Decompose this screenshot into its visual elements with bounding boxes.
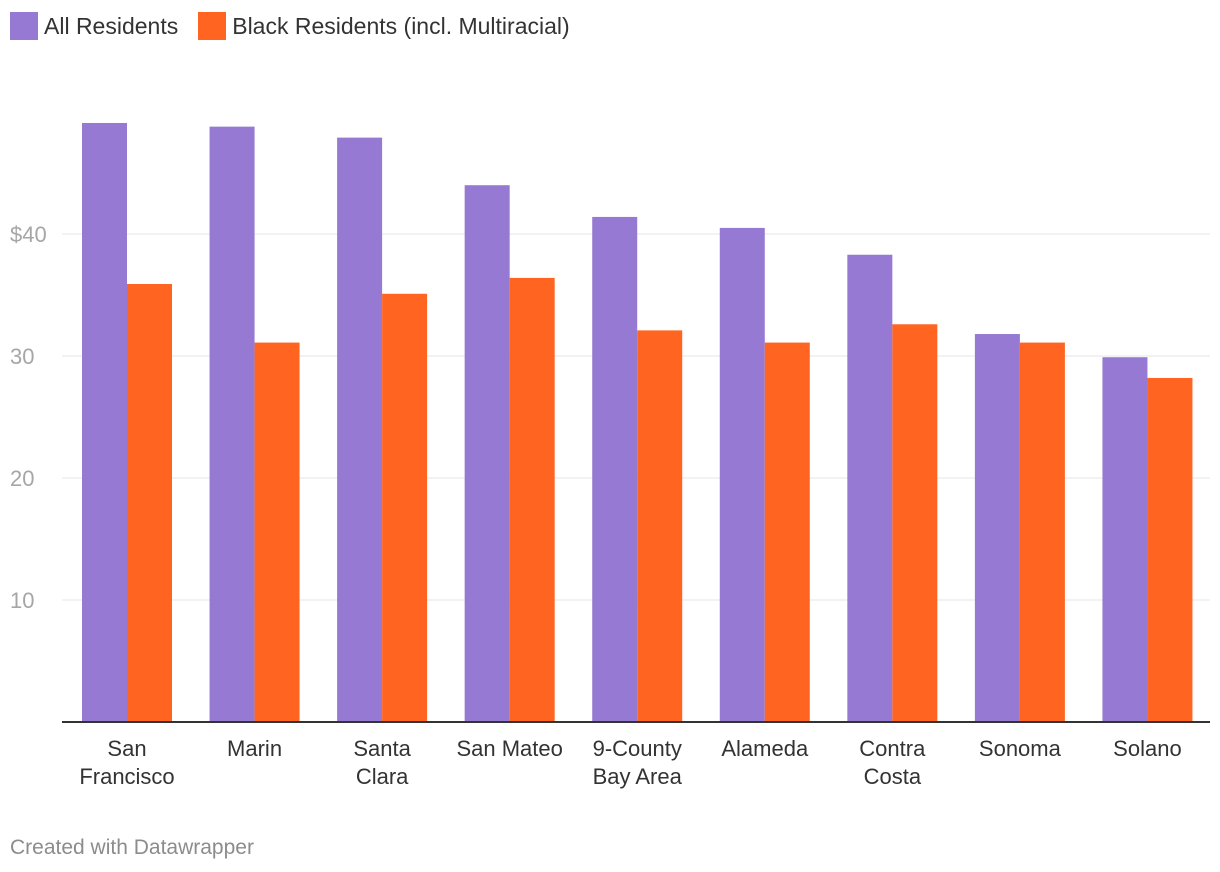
y-tick-label: 10 (10, 588, 34, 613)
bar-black-residents (254, 342, 300, 722)
bar-all-residents (464, 185, 510, 722)
bar-all-residents (719, 227, 765, 722)
y-tick-label: 20 (10, 466, 34, 491)
x-tick-label: Francisco (79, 764, 174, 789)
x-tick-label: Alameda (721, 736, 809, 761)
bar-all-residents (974, 334, 1020, 722)
bar-all-residents (209, 126, 255, 722)
legend-swatch-black-residents (198, 12, 227, 40)
legend-item-all-residents: All Residents (10, 12, 178, 40)
bar-black-residents (127, 284, 172, 722)
x-tick-label: Bay Area (593, 764, 683, 789)
x-tick-label: Sonoma (979, 736, 1062, 761)
x-tick-label: 9-County (593, 736, 682, 761)
legend-label-black-residents: Black Residents (incl. Multiracial) (232, 12, 570, 39)
bar-black-residents (1147, 377, 1193, 722)
bar-black-residents (509, 277, 555, 722)
legend-label-all-residents: All Residents (44, 12, 179, 39)
legend-swatch-all-residents (10, 12, 38, 40)
bar-all-residents (337, 137, 383, 722)
bar-all-residents (1102, 357, 1148, 722)
bar-black-residents (764, 342, 810, 722)
bar-all-residents (82, 122, 127, 723)
x-tick-label: Solano (1113, 736, 1182, 761)
bar-black-residents (637, 330, 683, 722)
bar-black-residents (892, 324, 938, 722)
bar-black-residents (382, 293, 428, 722)
x-tick-label: San (107, 736, 146, 761)
x-tick-label: Marin (227, 736, 282, 761)
chart-legend: All Residents Black Residents (incl. Mul… (10, 12, 590, 40)
bar-all-residents (592, 216, 638, 723)
bar-all-residents (847, 254, 893, 723)
y-tick-label: 30 (10, 344, 34, 369)
x-tick-label: Contra (859, 736, 926, 761)
bar-black-residents (1019, 342, 1065, 722)
x-tick-label: Santa (353, 736, 411, 761)
y-tick-label: $40 (10, 222, 47, 247)
x-tick-label: Clara (356, 764, 409, 789)
footer-credit: Created with Datawrapper (10, 836, 254, 859)
x-tick-label: Costa (864, 764, 922, 789)
legend-item-black-residents: Black Residents (incl. Multiracial) (198, 12, 570, 40)
x-tick-label: San Mateo (456, 736, 562, 761)
